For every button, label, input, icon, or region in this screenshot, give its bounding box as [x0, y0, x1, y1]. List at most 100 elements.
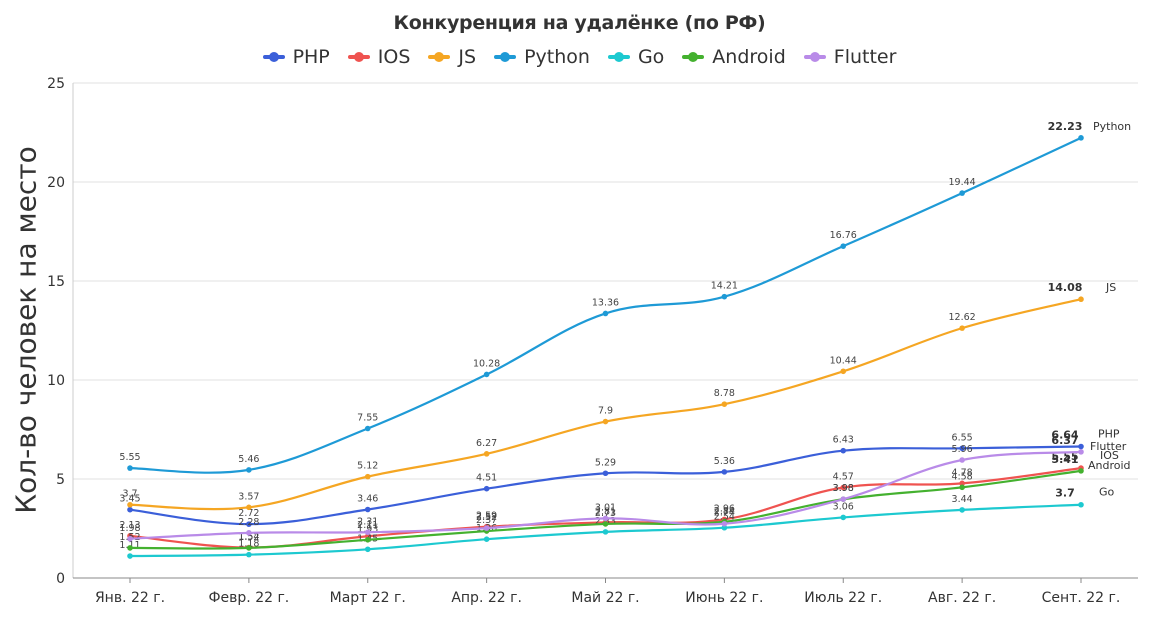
point-python-8 — [1078, 135, 1084, 141]
data-label-php-6: 6.43 — [833, 435, 854, 446]
data-label-android-4: 2.73 — [595, 508, 616, 519]
legend: PHP IOS JS Python Go Android Flutter — [0, 46, 1159, 68]
x-tick-label-7: Авг. 22 г. — [928, 590, 996, 606]
legend-label-js: JS — [458, 46, 477, 68]
series-end-label-go: Go — [1099, 486, 1115, 499]
data-label-python-3: 10.28 — [473, 358, 500, 369]
legend-swatch-ios — [347, 52, 370, 62]
data-label-python-0: 5.55 — [119, 452, 140, 463]
data-label-js-2: 5.12 — [357, 461, 378, 472]
legend-label-python: Python — [524, 46, 590, 68]
point-go-5 — [721, 524, 728, 531]
point-php-5 — [721, 469, 728, 475]
legend-swatch-flutter — [803, 52, 826, 62]
data-label-ios-2: 2.11 — [357, 520, 378, 531]
data-label-php-5: 5.36 — [714, 456, 735, 467]
x-tick-label-4: Май 22 г. — [571, 590, 639, 606]
legend-item-ios[interactable]: IOS — [347, 46, 410, 68]
point-js-3 — [483, 451, 490, 457]
data-label-ios-1: 1.54 — [238, 532, 259, 543]
point-flutter-8 — [1078, 449, 1084, 455]
legend-item-python[interactable]: Python — [494, 46, 590, 68]
legend-item-js[interactable]: JS — [428, 46, 476, 68]
data-label-js-6: 10.44 — [830, 355, 857, 366]
data-label-python-2: 7.55 — [357, 413, 378, 424]
y-tick-label-1: 5 — [56, 472, 65, 488]
point-php-1 — [246, 521, 252, 527]
legend-item-android[interactable]: Android — [682, 46, 786, 68]
data-label-go-8: 3.7 — [1055, 487, 1075, 500]
point-js-4 — [602, 418, 609, 425]
point-android-0 — [127, 545, 133, 551]
data-label-go-1: 1.18 — [238, 539, 259, 550]
x-tick-label-6: Июль 22 г. — [804, 590, 882, 606]
data-label-php-1: 2.72 — [238, 508, 259, 519]
point-python-7 — [959, 190, 965, 196]
point-android-7 — [959, 484, 965, 491]
point-python-5 — [721, 293, 728, 300]
data-label-ios-5: 2.96 — [714, 503, 735, 514]
data-label-python-5: 14.21 — [711, 281, 738, 292]
data-label-android-2: 1.93 — [357, 524, 378, 535]
legend-label-php: PHP — [292, 46, 330, 68]
data-label-flutter-3: 2.52 — [476, 512, 497, 523]
data-label-js-0: 3.7 — [122, 489, 137, 500]
data-label-flutter-5: 2.74 — [714, 508, 735, 519]
data-label-ios-7: 4.78 — [952, 467, 973, 478]
point-php-0 — [127, 506, 133, 513]
data-label-python-8: 22.23 — [1048, 120, 1083, 133]
point-python-4 — [602, 310, 609, 317]
y-tick-label-2: 10 — [47, 373, 65, 389]
legend-swatch-php — [262, 52, 285, 62]
point-js-8 — [1078, 296, 1084, 303]
series-line-js — [129, 298, 1082, 511]
point-php-6 — [840, 447, 847, 454]
point-android-8 — [1078, 468, 1084, 474]
legend-swatch-android — [682, 52, 705, 62]
data-label-js-8: 14.08 — [1048, 281, 1083, 294]
point-python-3 — [483, 371, 490, 378]
point-js-5 — [721, 401, 728, 407]
y-tick-label-0: 0 — [56, 571, 65, 587]
legend-item-php[interactable]: PHP — [262, 46, 330, 68]
data-label-python-4: 13.36 — [592, 297, 619, 308]
point-python-1 — [246, 467, 252, 473]
data-label-flutter-6: 3.98 — [833, 483, 854, 494]
chart-title: Конкуренция на удалёнке (по РФ) — [393, 12, 766, 34]
data-label-ios-0: 2.13 — [119, 520, 140, 531]
point-js-7 — [959, 325, 965, 331]
data-label-android-3: 2.37 — [476, 515, 497, 526]
point-android-4 — [602, 521, 609, 527]
data-label-js-1: 3.57 — [238, 491, 259, 502]
series-end-label-php: PHP — [1098, 428, 1120, 441]
x-tick-label-3: Апр. 22 г. — [451, 590, 522, 606]
point-go-3 — [483, 536, 490, 542]
point-flutter-1 — [246, 530, 252, 536]
point-js-6 — [840, 368, 847, 375]
point-python-6 — [840, 243, 847, 249]
data-label-ios-4: 2.81 — [595, 506, 616, 517]
data-label-flutter-4: 3.01 — [595, 502, 616, 513]
y-tick-label-3: 15 — [47, 274, 65, 290]
data-label-go-6: 3.06 — [833, 501, 854, 512]
legend-label-flutter: Flutter — [833, 46, 897, 68]
point-android-2 — [364, 536, 371, 543]
point-ios-7 — [959, 480, 965, 487]
legend-item-go[interactable]: Go — [607, 46, 664, 68]
data-label-flutter-7: 5.96 — [952, 444, 973, 455]
point-ios-6 — [840, 484, 847, 491]
data-label-python-1: 5.46 — [238, 454, 259, 465]
data-label-python-6: 16.76 — [830, 230, 857, 241]
data-label-php-0: 3.45 — [119, 494, 140, 505]
point-php-7 — [959, 445, 965, 452]
legend-label-android: Android — [712, 46, 786, 68]
point-flutter-4 — [602, 515, 609, 522]
legend-item-flutter[interactable]: Flutter — [803, 46, 897, 68]
series-end-label-python: Python — [1093, 120, 1131, 133]
data-label-android-6: 3.98 — [833, 483, 854, 494]
point-go-0 — [127, 553, 133, 559]
point-go-2 — [364, 546, 371, 553]
point-flutter-6 — [840, 496, 847, 502]
point-flutter-5 — [721, 520, 728, 527]
